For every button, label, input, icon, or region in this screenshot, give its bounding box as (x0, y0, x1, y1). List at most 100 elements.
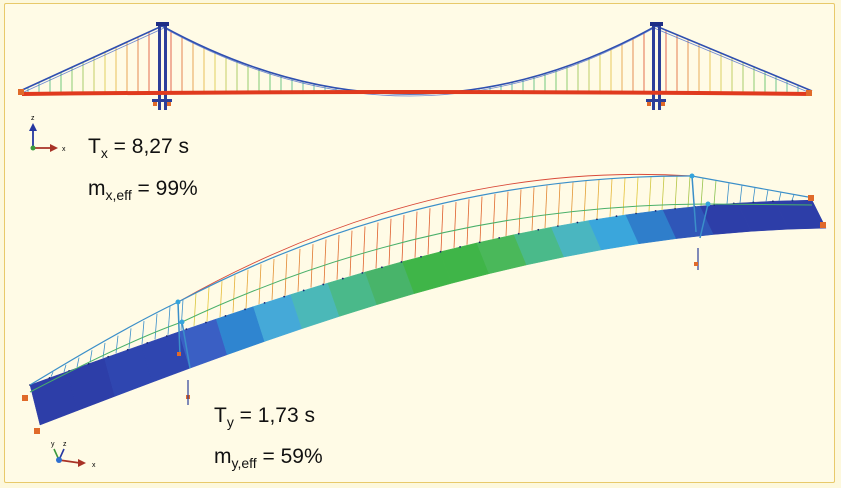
axis-letter-x: x (92, 462, 96, 469)
mode2-deck-node (459, 245, 461, 248)
mode2-hanger (232, 275, 236, 313)
mode2-hanger (115, 335, 119, 354)
mode2-hanger (375, 222, 379, 269)
mode2-hanger (427, 208, 431, 255)
mode2-hanger (76, 357, 80, 368)
mode2-hanger (258, 264, 262, 305)
mode2-hanger (713, 180, 717, 205)
mode2-period-label: Ty = 1,73 s (214, 404, 315, 430)
mode2-hanger (518, 189, 522, 234)
mode2-hanger (726, 182, 730, 204)
mode2-hanger (414, 211, 418, 258)
mode2-lateral-view (22, 173, 827, 434)
mode2-hanger (466, 199, 470, 245)
mode2-deck-node (498, 236, 501, 239)
mode2-hanger (297, 248, 301, 292)
mode2-hanger (219, 281, 223, 318)
mode2-deck-node (381, 266, 383, 269)
mode2-deck-node (185, 328, 188, 331)
mode1-deck (21, 90, 813, 96)
mode2-tower-right (689, 173, 711, 270)
mode2-hanger (401, 215, 405, 262)
mode2-support-left-1 (22, 395, 28, 401)
mode2-hanger (193, 293, 197, 326)
mode2-hanger (492, 194, 496, 239)
mode2-deck-node (361, 271, 364, 274)
mode2-deck-node (537, 228, 540, 231)
mode2-support-right-2 (820, 222, 826, 228)
mode1-support-right (806, 90, 812, 96)
mode2-deck-segments (29, 199, 827, 426)
mode2-deck-node (420, 255, 422, 258)
mode2-hanger (167, 306, 171, 335)
mode2-hanger (570, 182, 574, 224)
mode2-hanger (89, 350, 93, 363)
mode1-tower-right (646, 22, 666, 110)
mode2-hanger (349, 230, 353, 276)
mode2-hanger (505, 191, 509, 236)
mode2-deck-node (244, 308, 246, 311)
axis-triad-yzx: y z x (51, 441, 96, 469)
mode2-cable-upper (29, 175, 809, 386)
mode2-hanger (557, 183, 561, 226)
mode2-hanger (583, 181, 587, 222)
mode2-support-right-1 (808, 195, 814, 201)
mode2-hanger (752, 187, 756, 203)
mode1-mass-label: mx,eff = 99% (88, 177, 198, 203)
mode2-deck-node (263, 302, 266, 304)
mode1-period-label: Tx = 8,27 s (88, 135, 189, 161)
mode2-deck-node (517, 232, 520, 235)
mode2-deck-node (205, 321, 207, 324)
mode2-cable-upper-2 (29, 203, 813, 393)
mode2-deck-node (400, 261, 403, 263)
mode2-deck-node (165, 335, 168, 337)
mode2-hanger (622, 177, 626, 215)
mode2-hanger (661, 176, 665, 210)
mode2-deck-node (654, 209, 657, 212)
mode2-hanger (245, 269, 249, 309)
diagram-frame (4, 3, 835, 483)
mode2-deck-node (146, 341, 149, 344)
mode2-deck-node (478, 241, 481, 244)
mode2-deck-node (439, 250, 442, 253)
mode2-deck-node (87, 362, 90, 365)
mode2-support-left-2 (34, 428, 40, 434)
axis-letter-x: x (62, 146, 66, 153)
mode2-tower-left (175, 299, 191, 405)
mode2-hanger (453, 202, 457, 248)
mode1-main-cable (19, 25, 813, 95)
mode2-deck-segment (774, 199, 827, 230)
mode2-hanger (180, 299, 184, 331)
mode2-deck-node (615, 215, 618, 218)
mode2-hanger (310, 244, 314, 288)
mode2-hanger (206, 287, 210, 322)
mode2-deck-node (635, 212, 637, 215)
mode2-deck-node (341, 277, 344, 280)
mode2-hanger (609, 178, 613, 217)
mode2-deck-node (283, 295, 286, 298)
mode2-hanger (635, 177, 639, 214)
mode1-main-cable-2 (23, 27, 809, 97)
mode2-hangers (50, 173, 795, 377)
mode2-deck-node (224, 314, 227, 317)
mode2-hanger (531, 187, 535, 231)
mode2-hanger (674, 176, 678, 209)
mode2-cable-top (177, 173, 693, 303)
mode1-hangers (27, 30, 810, 94)
mode2-deck-node (322, 283, 325, 286)
mode2-hanger (700, 177, 704, 206)
mode2-hanger (284, 253, 288, 296)
mode2-hanger (141, 321, 145, 345)
mode2-hanger (128, 328, 132, 349)
axis-letter-y: y (51, 441, 55, 448)
mode2-hanger (388, 218, 392, 265)
mode2-deck-node (126, 348, 129, 351)
mode1-elevation-view (18, 22, 813, 110)
mode2-hanger (765, 189, 769, 202)
mode2-deck-node (302, 289, 305, 292)
mode2-hanger (791, 194, 795, 201)
mode2-hanger (50, 371, 54, 377)
mode2-hanger (739, 185, 743, 203)
mode1-support-left (18, 89, 24, 95)
